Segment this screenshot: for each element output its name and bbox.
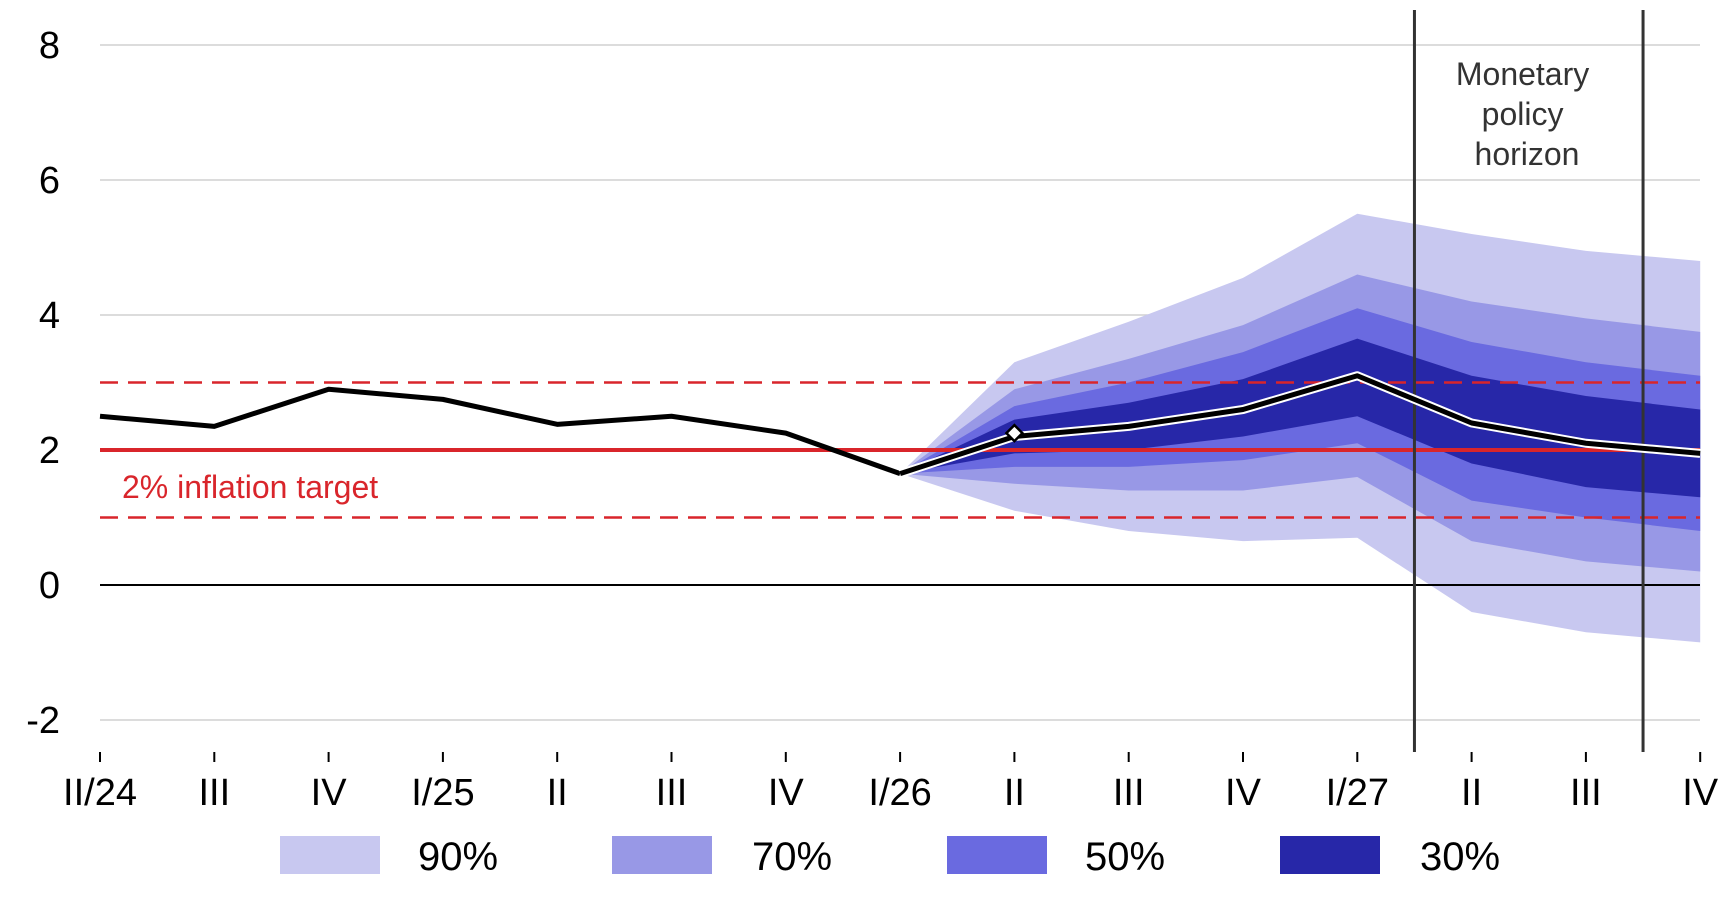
legend-label-90: 90% [418,835,498,879]
x-tick-label: IV [1682,772,1719,814]
series-lines [99,371,1701,478]
target-label: 2% inflation target [122,469,378,505]
y-tick-label: 0 [39,565,60,607]
x-tick-label: I/26 [868,772,931,814]
x-tick-label: II [1004,772,1025,814]
history-line [99,386,901,476]
y-tick-label: 6 [39,160,60,202]
x-tick-label: II [1461,772,1482,814]
reference-lines [100,10,1700,752]
legend-swatch-50 [947,836,1047,874]
legend-label-30: 30% [1420,835,1500,879]
y-tick-label: -2 [26,700,60,742]
y-tick-label: 4 [39,295,60,337]
legend: 90% 70% 50% 30% [280,835,1500,879]
legend-swatch-30 [1280,836,1380,874]
legend-label-70: 70% [752,835,832,879]
band-30pct [900,338,1701,498]
x-tick-label: I/25 [411,772,474,814]
diamond-marker [1004,423,1025,443]
x-axis-ticks: II/24 III IV I/25 II III IV I/26 II III IV I/27 II II… [63,752,1719,814]
horizon-label-line-2: policy [1482,96,1564,132]
x-tick-label: II/24 [63,772,137,814]
x-tick-label: IV [1225,772,1262,814]
x-tick-label: III [198,772,230,814]
legend-label-50: 50% [1085,835,1165,879]
horizon-label-line-1: Monetary [1456,56,1589,92]
x-tick-label: III [656,772,688,814]
fan-bands [900,213,1701,643]
x-tick-label: II [547,772,568,814]
horizon-label: Monetary policy horizon [1456,56,1598,172]
x-tick-label: I/27 [1326,772,1389,814]
y-tick-label: 2 [39,430,60,472]
x-tick-label: IV [768,772,805,814]
x-tick-label: IV [311,772,348,814]
x-tick-label: III [1570,772,1602,814]
forecast-central-line [899,373,1701,477]
legend-swatch-90 [280,836,380,874]
legend-swatch-70 [612,836,712,874]
y-tick-label: 8 [39,25,60,67]
y-axis-ticks: -2 0 2 4 6 8 [26,25,60,742]
horizon-label-line-3: horizon [1475,136,1580,172]
x-tick-label: III [1113,772,1145,814]
